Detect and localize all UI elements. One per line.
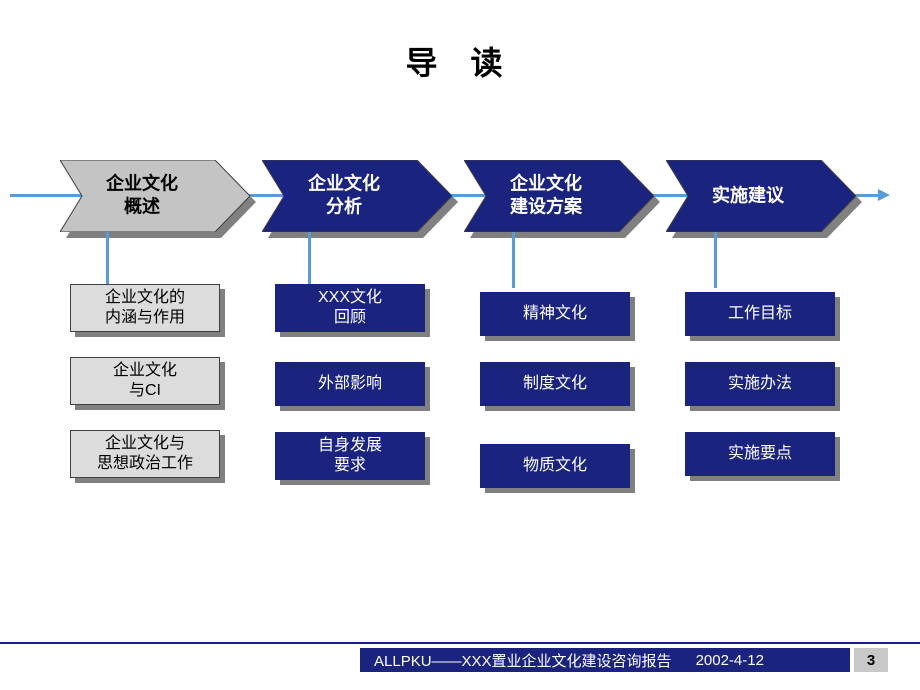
vertical-connector: [512, 232, 515, 288]
sub-box: 制度文化: [480, 362, 630, 406]
sub-box: 物质文化: [480, 444, 630, 488]
sub-box-label: 企业文化的内涵与作用: [70, 284, 220, 332]
sub-box: 精神文化: [480, 292, 630, 336]
arrow-row: 企业文化概述 企业文化分析 企业文化建设方案 实施建议: [60, 160, 880, 240]
flow-arrow-a4: 实施建议: [666, 160, 856, 232]
flow-arrow-a1: 企业文化概述: [60, 160, 250, 232]
sub-box: 自身发展要求: [275, 432, 425, 480]
footer-bar: ALLPKU——XXX置业企业文化建设咨询报告 2002-4-12: [360, 648, 850, 672]
sub-box-label: XXX文化回顾: [275, 284, 425, 332]
flow-arrow-a2: 企业文化分析: [262, 160, 452, 232]
sub-box-label: 物质文化: [480, 444, 630, 488]
flow-arrow-label: 企业文化建设方案: [486, 173, 606, 220]
footer-divider: [0, 642, 920, 644]
sub-box-label: 工作目标: [685, 292, 835, 336]
footer-text-left: ALLPKU——XXX置业企业文化建设咨询报告: [374, 650, 672, 671]
sub-box-label: 企业文化与CI: [70, 357, 220, 405]
footer-text-right: 2002-4-12: [696, 652, 764, 669]
sub-box: 外部影响: [275, 362, 425, 406]
sub-box-label: 外部影响: [275, 362, 425, 406]
sub-box-label: 实施办法: [685, 362, 835, 406]
sub-box: 实施办法: [685, 362, 835, 406]
sub-box-label: 制度文化: [480, 362, 630, 406]
sub-box: XXX文化回顾: [275, 284, 425, 332]
vertical-connector: [714, 232, 717, 288]
sub-box: 企业文化与CI: [70, 357, 220, 405]
sub-box-label: 精神文化: [480, 292, 630, 336]
sub-box-label: 实施要点: [685, 432, 835, 476]
flow-arrow-label: 企业文化分析: [284, 173, 404, 220]
sub-box: 企业文化与思想政治工作: [70, 430, 220, 478]
flow-arrow-a3: 企业文化建设方案: [464, 160, 654, 232]
sub-box: 实施要点: [685, 432, 835, 476]
vertical-connector: [106, 232, 109, 288]
sub-box: 企业文化的内涵与作用: [70, 284, 220, 332]
flow-arrow-label: 实施建议: [688, 184, 808, 207]
sub-box: 工作目标: [685, 292, 835, 336]
page-title: 导 读: [0, 38, 920, 84]
flow-arrow-label: 企业文化概述: [82, 173, 202, 220]
vertical-connector: [308, 232, 311, 288]
sub-box-label: 自身发展要求: [275, 432, 425, 480]
sub-box-label: 企业文化与思想政治工作: [70, 430, 220, 478]
footer-page-number: 3: [854, 648, 888, 672]
